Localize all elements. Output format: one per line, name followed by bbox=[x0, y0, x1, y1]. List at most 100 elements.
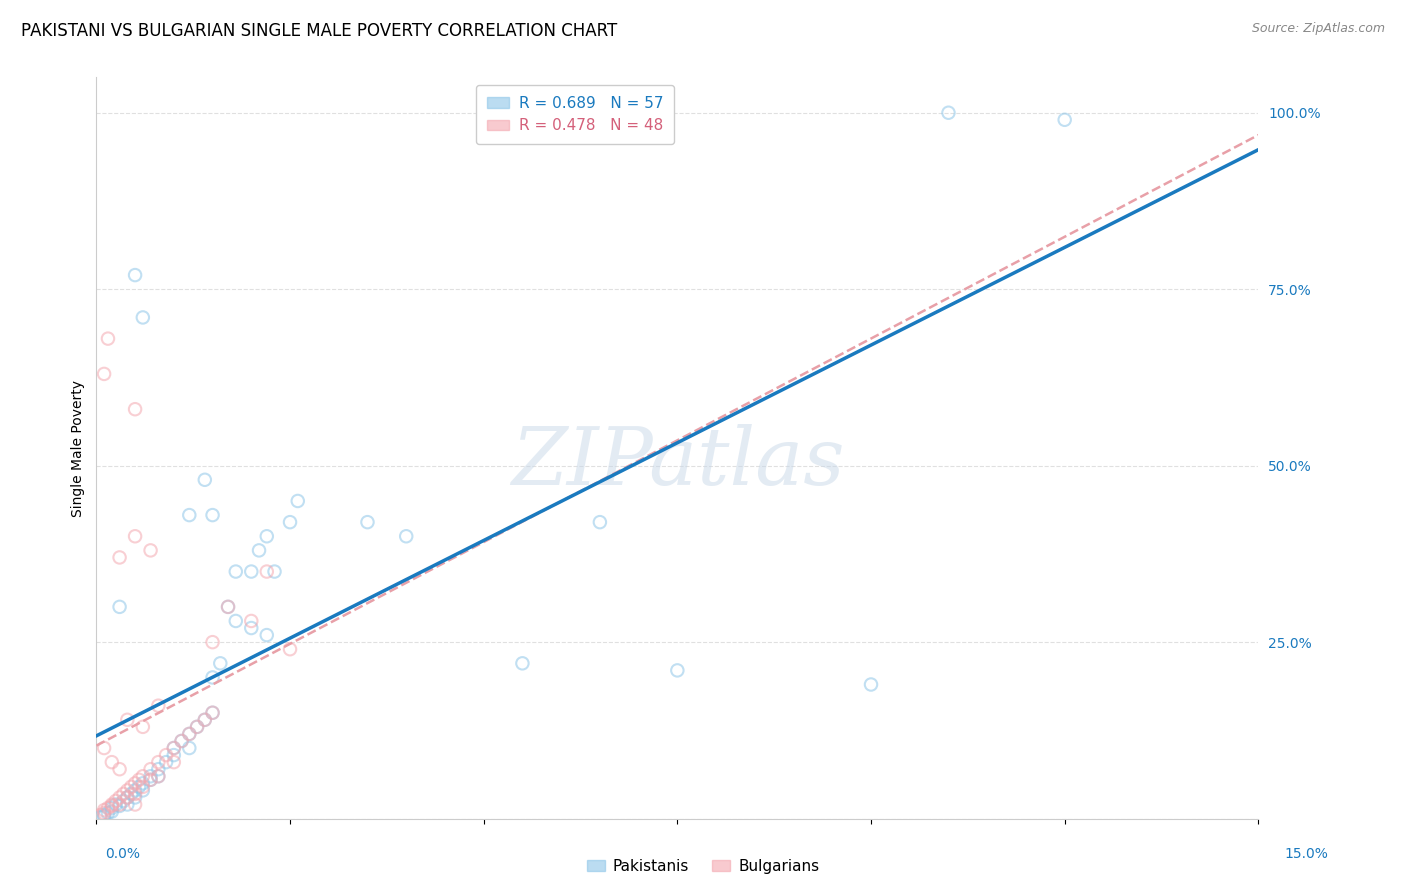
Point bbox=[108, 550, 131, 565]
Point bbox=[139, 772, 162, 787]
Text: Source: ZipAtlas.com: Source: ZipAtlas.com bbox=[1251, 22, 1385, 36]
Point bbox=[93, 808, 115, 822]
Point bbox=[256, 628, 278, 642]
Point bbox=[186, 720, 208, 734]
Point bbox=[112, 787, 135, 801]
Point bbox=[128, 772, 150, 787]
Point bbox=[112, 794, 135, 808]
Text: ZIPatlas: ZIPatlas bbox=[510, 424, 844, 501]
Point bbox=[120, 787, 142, 801]
Point bbox=[256, 565, 278, 579]
Point bbox=[1053, 112, 1076, 127]
Point bbox=[194, 713, 217, 727]
Text: PAKISTANI VS BULGARIAN SINGLE MALE POVERTY CORRELATION CHART: PAKISTANI VS BULGARIAN SINGLE MALE POVER… bbox=[21, 22, 617, 40]
Point bbox=[101, 798, 124, 813]
Point bbox=[278, 642, 301, 657]
Point bbox=[589, 515, 612, 529]
Point bbox=[240, 621, 263, 635]
Point bbox=[108, 762, 131, 776]
Point bbox=[263, 565, 285, 579]
Point bbox=[97, 805, 120, 820]
Point bbox=[132, 720, 155, 734]
Point bbox=[117, 790, 139, 805]
Point bbox=[124, 402, 146, 417]
Point bbox=[179, 508, 201, 522]
Point bbox=[395, 529, 418, 543]
Point bbox=[201, 670, 224, 684]
Point bbox=[124, 787, 146, 801]
Point bbox=[179, 741, 201, 756]
Point bbox=[124, 529, 146, 543]
Point bbox=[108, 797, 131, 812]
Point bbox=[117, 713, 139, 727]
Point bbox=[124, 790, 146, 805]
Point bbox=[104, 794, 127, 808]
Point bbox=[148, 762, 170, 776]
Point bbox=[512, 657, 534, 671]
Point bbox=[201, 508, 224, 522]
Point bbox=[240, 614, 263, 628]
Point bbox=[179, 727, 201, 741]
Point bbox=[225, 614, 247, 628]
Point bbox=[124, 776, 146, 790]
Point bbox=[89, 810, 111, 824]
Point bbox=[132, 769, 155, 783]
Point bbox=[124, 797, 146, 812]
Point bbox=[124, 783, 146, 797]
Point bbox=[860, 677, 883, 691]
Point bbox=[256, 529, 278, 543]
Point bbox=[101, 805, 124, 819]
Point bbox=[201, 706, 224, 720]
Point bbox=[938, 105, 960, 120]
Point bbox=[104, 797, 127, 812]
Point bbox=[93, 367, 115, 381]
Point bbox=[163, 741, 186, 756]
Point bbox=[201, 635, 224, 649]
Point bbox=[97, 801, 120, 815]
Point bbox=[124, 268, 146, 282]
Point bbox=[132, 780, 155, 794]
Text: 0.0%: 0.0% bbox=[105, 847, 141, 861]
Point bbox=[120, 780, 142, 794]
Legend: Pakistanis, Bulgarians: Pakistanis, Bulgarians bbox=[581, 853, 825, 880]
Point bbox=[170, 734, 193, 748]
Point bbox=[163, 748, 186, 763]
Point bbox=[128, 780, 150, 794]
Point bbox=[163, 755, 186, 769]
Point bbox=[287, 494, 309, 508]
Point bbox=[93, 803, 115, 817]
Point bbox=[132, 783, 155, 797]
Point bbox=[148, 698, 170, 713]
Point bbox=[101, 801, 124, 815]
Point bbox=[139, 762, 162, 776]
Point bbox=[356, 515, 378, 529]
Point bbox=[163, 741, 186, 756]
Point bbox=[132, 310, 155, 325]
Point bbox=[209, 657, 232, 671]
Point bbox=[117, 790, 139, 805]
Point bbox=[93, 805, 115, 820]
Point bbox=[148, 769, 170, 783]
Point bbox=[217, 599, 239, 614]
Point bbox=[179, 727, 201, 741]
Point bbox=[97, 332, 120, 346]
Point bbox=[240, 565, 263, 579]
Point bbox=[101, 755, 124, 769]
Point bbox=[108, 599, 131, 614]
Point bbox=[155, 755, 177, 769]
Point bbox=[194, 713, 217, 727]
Point bbox=[148, 769, 170, 783]
Point bbox=[139, 769, 162, 783]
Legend: R = 0.689   N = 57, R = 0.478   N = 48: R = 0.689 N = 57, R = 0.478 N = 48 bbox=[475, 85, 673, 145]
Point bbox=[132, 776, 155, 790]
Point bbox=[170, 734, 193, 748]
Point bbox=[278, 515, 301, 529]
Point bbox=[89, 808, 111, 822]
Point bbox=[201, 706, 224, 720]
Point bbox=[93, 741, 115, 756]
Point bbox=[101, 797, 124, 812]
Point bbox=[186, 720, 208, 734]
Y-axis label: Single Male Poverty: Single Male Poverty bbox=[72, 379, 86, 516]
Point bbox=[194, 473, 217, 487]
Point bbox=[225, 565, 247, 579]
